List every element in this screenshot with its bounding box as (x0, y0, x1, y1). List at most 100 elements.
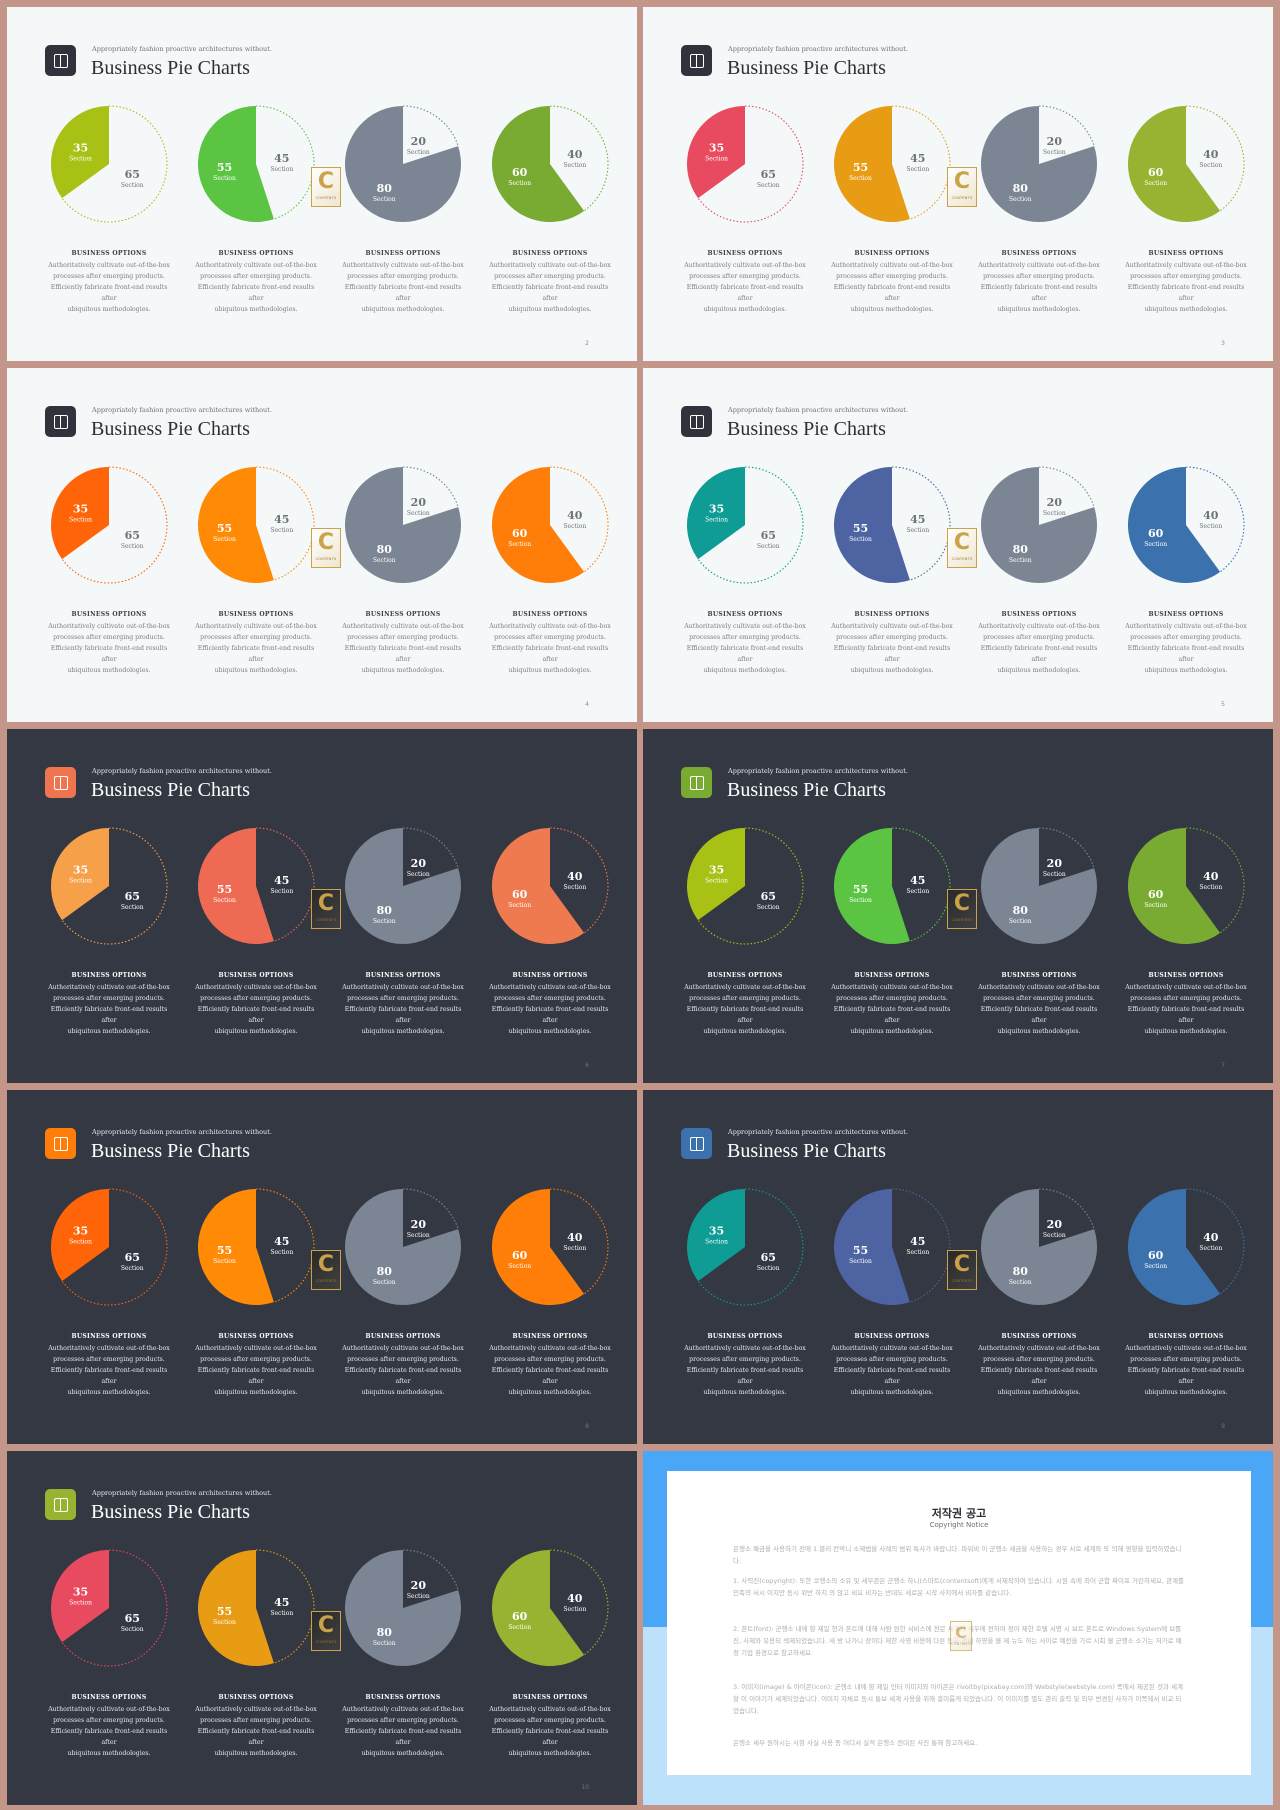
business-option-line: processes after emerging products. (53, 995, 165, 1002)
business-option-line: Efficiently fabricate front-end results … (980, 1367, 1098, 1385)
pie-charts: 35Section65Section55Section45Section80Se… (687, 1188, 1245, 1306)
business-option-line: Authoritatively cultivate out-of-the-box (489, 1345, 611, 1352)
pie-section-label: Section (705, 878, 728, 885)
pie-section-label: Section (1043, 871, 1066, 878)
slide-5[interactable]: Appropriately fashion proactive architec… (643, 368, 1273, 722)
pie-remainder-arc (697, 105, 804, 223)
slide-title: Business Pie Charts (727, 418, 886, 440)
business-option-line: Efficiently fabricate front-end results … (50, 1728, 168, 1746)
logo-text: CONTENTS (315, 1279, 337, 1283)
pie-value-label: 65 (761, 168, 776, 181)
business-option-text: Authoritatively cultivate out-of-the-box… (1122, 1343, 1250, 1398)
pie-value-label: 45 (274, 1235, 289, 1248)
business-option-title: BUSINESS OPTIONS (512, 611, 588, 618)
pie-remainder-arc (402, 1549, 459, 1591)
pie-value-label: 45 (910, 1235, 925, 1248)
pie-slice (1127, 1189, 1221, 1305)
contents-logo-icon: C CONTENTS (311, 528, 341, 568)
pie-section-label: Section (373, 557, 396, 564)
business-option-text: Authoritatively cultivate out-of-the-box… (975, 982, 1103, 1037)
pie-slice (687, 1189, 745, 1282)
pie-remainder-arc (255, 1188, 315, 1303)
business-option-line: Authoritatively cultivate out-of-the-box (195, 262, 317, 269)
slide-badge (45, 767, 76, 798)
business-option-text: Authoritatively cultivate out-of-the-box… (975, 1343, 1103, 1398)
business-option-line: Efficiently fabricate front-end results … (197, 1367, 315, 1385)
pie-section-label: Section (121, 1265, 144, 1272)
logo-letter: C (317, 169, 335, 194)
slide-8[interactable]: Appropriately fashion proactive architec… (7, 1090, 637, 1444)
pie-value-label: 40 (567, 870, 583, 883)
page-number: 3 (1221, 340, 1225, 347)
slide-7[interactable]: Appropriately fashion proactive architec… (643, 729, 1273, 1083)
business-option-text: Authoritatively cultivate out-of-the-box… (339, 1343, 467, 1398)
pie-value-label: 45 (274, 1596, 289, 1609)
business-option-line: processes after emerging products. (200, 1717, 312, 1724)
pie-remainder-arc (1038, 1188, 1095, 1230)
notice-subtitle: Copyright Notice (929, 1521, 989, 1529)
pie-section-label: Section (270, 1249, 293, 1256)
slide-2[interactable]: Appropriately fashion proactive architec… (7, 7, 637, 361)
slide-9[interactable]: Appropriately fashion proactive architec… (643, 1090, 1273, 1444)
business-option-line: ubiquitous methodologies. (67, 1028, 151, 1035)
pie-remainder-arc (891, 105, 951, 220)
business-option-line: Efficiently fabricate front-end results … (1127, 1367, 1245, 1385)
business-option: BUSINESS OPTIONS Authoritatively cultivat… (1122, 250, 1250, 315)
business-option-title: BUSINESS OPTIONS (218, 611, 294, 618)
pie-section-label: Section (121, 543, 144, 550)
business-option-title: BUSINESS OPTIONS (854, 972, 930, 979)
business-option-line: processes after emerging products. (836, 995, 948, 1002)
business-option-line: processes after emerging products. (347, 634, 459, 641)
slide-eyebrow: Appropriately fashion proactive architec… (92, 406, 272, 414)
pie-section-label: Section (69, 156, 92, 163)
copyright-notice-slide: 저작권 공고 Copyright Notice 은행소 폐금을 사용하기 전에 1.… (643, 1451, 1273, 1805)
pie-value-label: 80 (1013, 1265, 1029, 1278)
slide-10[interactable]: Appropriately fashion proactive architec… (7, 1451, 637, 1805)
pie-section-label: Section (906, 166, 929, 173)
pie-section-label: Section (407, 510, 430, 517)
business-option-line: Authoritatively cultivate out-of-the-box (1125, 1345, 1247, 1352)
pie-remainder-arc (697, 1188, 804, 1306)
slide-3[interactable]: Appropriately fashion proactive architec… (643, 7, 1273, 361)
business-option-line: processes after emerging products. (200, 634, 312, 641)
pie-value-label: 80 (1013, 543, 1029, 556)
slide-title: Business Pie Charts (727, 57, 886, 79)
logo-text: CONTENTS (315, 1640, 337, 1644)
business-option-title: BUSINESS OPTIONS (365, 972, 441, 979)
slide-eyebrow: Appropriately fashion proactive architec… (728, 1128, 908, 1136)
slide-title: Business Pie Charts (91, 418, 250, 440)
pie-value-label: 45 (910, 152, 925, 165)
pie-charts: 35Section65Section55Section45Section80Se… (51, 466, 609, 584)
business-option-line: processes after emerging products. (494, 1717, 606, 1724)
slide-eyebrow: Appropriately fashion proactive architec… (92, 767, 272, 775)
business-option-line: Authoritatively cultivate out-of-the-box (342, 1345, 464, 1352)
pie-section-label: Section (508, 541, 531, 548)
pie-section-label: Section (1199, 884, 1222, 891)
business-option-line: processes after emerging products. (494, 273, 606, 280)
pie-value-label: 80 (377, 1626, 393, 1639)
business-option: BUSINESS OPTIONS Authoritatively cultivat… (45, 972, 173, 1037)
business-option-text: Authoritatively cultivate out-of-the-box… (486, 1343, 614, 1398)
pie-section-label: Section (407, 149, 430, 156)
pie-section-label: Section (213, 1619, 236, 1626)
pie-section-label: Section (69, 1239, 92, 1246)
pie-remainder-arc (402, 105, 459, 147)
pie-section-label: Section (407, 1232, 430, 1239)
logo-text: CONTENTS (315, 918, 337, 922)
business-option: BUSINESS OPTIONS Authoritatively cultivat… (1122, 1333, 1250, 1398)
pie-value-label: 60 (1148, 527, 1164, 540)
pie-section-label: Section (705, 517, 728, 524)
slide-4[interactable]: Appropriately fashion proactive architec… (7, 368, 637, 722)
slide-6[interactable]: Appropriately fashion proactive architec… (7, 729, 637, 1083)
business-option-text: Authoritatively cultivate out-of-the-box… (339, 621, 467, 676)
business-option-text: Authoritatively cultivate out-of-the-box… (486, 982, 614, 1037)
business-option-line: Efficiently fabricate front-end results … (197, 284, 315, 302)
business-option-line: Efficiently fabricate front-end results … (833, 284, 951, 302)
business-option-line: Authoritatively cultivate out-of-the-box (1125, 262, 1247, 269)
pie-section-label: Section (69, 878, 92, 885)
slide-logo-icon (53, 775, 68, 790)
pie-value-label: 20 (411, 857, 427, 870)
business-option: BUSINESS OPTIONS Authoritatively cultivat… (828, 1333, 956, 1398)
business-option-line: processes after emerging products. (689, 1356, 801, 1363)
business-option-line: Efficiently fabricate front-end results … (197, 1006, 315, 1024)
